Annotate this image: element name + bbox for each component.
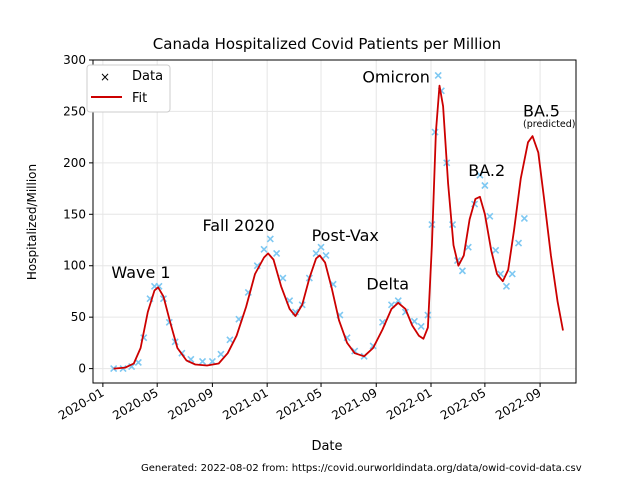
chart-title: Canada Hospitalized Covid Patients per M… [153,35,501,53]
data-point [458,267,466,275]
annotation-label: Post-Vax [312,226,379,245]
data-point [312,249,320,257]
x-tick-label: 2020-01 [56,385,106,422]
annotation-label: Delta [366,274,409,293]
x-tick-label: 2020-09 [165,385,215,422]
x-tick-label: 2021-01 [220,385,270,422]
data-point [260,245,268,253]
y-tick-label: 100 [63,259,86,273]
data-point [520,214,528,222]
y-tick-label: 0 [78,362,86,376]
x-tick-label: 2022-05 [438,385,488,422]
x-tick-label: 2022-09 [493,385,543,422]
legend-data-label: Data [132,69,163,84]
annotation-label: BA.2 [468,161,505,180]
data-point [486,212,494,220]
data-point [226,336,234,344]
data-point [476,171,484,179]
legend: × Data Fit [86,64,171,113]
annotation-label: Wave 1 [111,263,170,282]
y-tick-label: 250 [63,104,86,118]
data-point [134,358,142,366]
legend-fit-label: Fit [132,91,147,106]
data-point [514,239,523,247]
data-point [273,249,281,257]
annotation-label: Omicron [362,68,430,87]
plot-frame [92,59,577,384]
data-point [217,350,225,358]
fit-line [113,84,564,370]
data-point [481,181,489,190]
data-point [502,282,510,290]
footer-source: Generated: 2022-08-02 from: https://covi… [141,463,582,474]
data-point [279,274,287,282]
y-tick-label: 150 [63,207,86,221]
data-layer [110,71,564,373]
data-point [434,71,442,79]
data-point [417,322,425,330]
grid [93,59,576,383]
x-tick-label: 2022-01 [384,385,434,422]
legend-data-marker: × [100,70,110,84]
x-tick-label: 2021-05 [274,385,324,422]
data-point [322,251,330,260]
data-point [266,235,274,243]
data-point [508,270,516,278]
annotation-label: (predicted) [523,119,575,130]
data-point [317,243,325,251]
annotation-label: Fall 2020 [203,216,275,235]
y-tick-label: 200 [63,156,86,170]
data-point [492,246,500,254]
x-axis-label: Date [311,439,342,454]
data-point [410,317,418,325]
x-tick-label: 2020-05 [110,385,160,422]
data-point [394,297,402,305]
annotation-label: BA.5 [523,102,560,121]
x-tick-label: 2021-09 [329,385,379,422]
y-tick-label: 50 [71,310,86,324]
data-point [198,357,207,365]
annotations: Wave 1 Fall 2020 Post-Vax Delta Omicron BA.2 B… [111,68,575,294]
y-axis-label: Hospitalized/Million [25,164,39,280]
y-tick-label: 300 [63,53,86,67]
legend-box [86,64,171,113]
